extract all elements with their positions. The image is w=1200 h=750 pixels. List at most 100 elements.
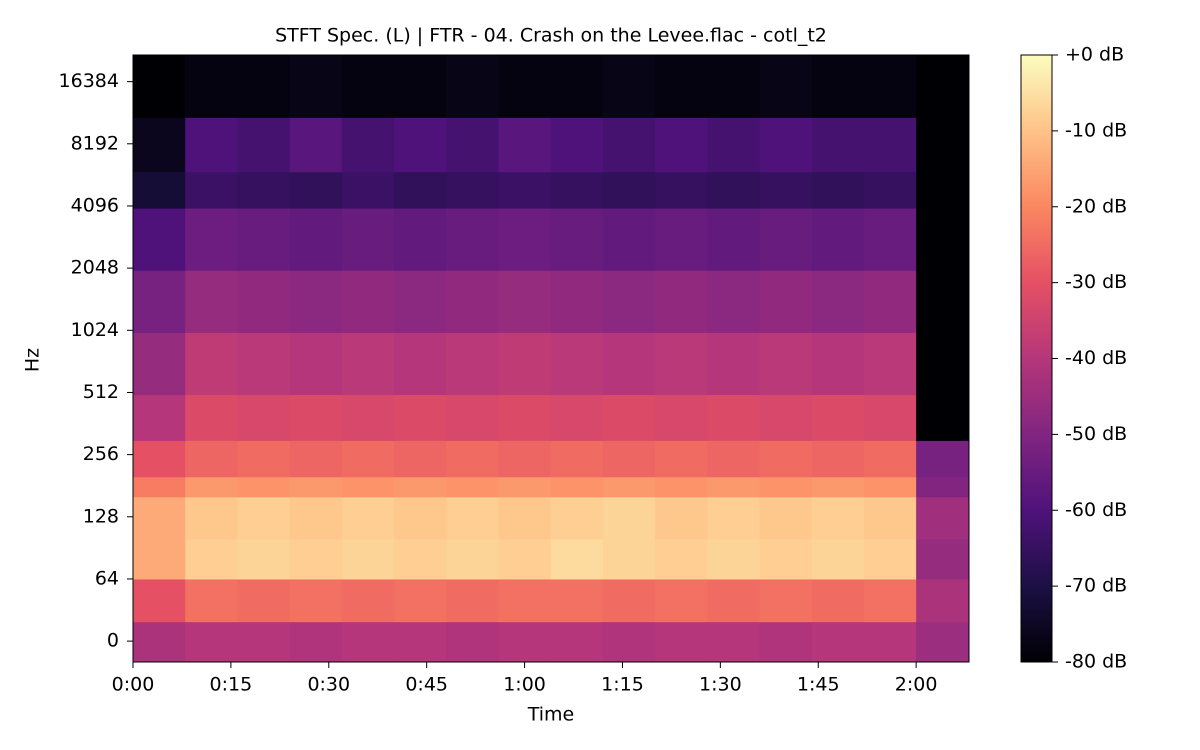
heatmap-cell: [655, 394, 708, 441]
heatmap-cell: [655, 332, 708, 396]
heatmap-cell: [341, 578, 395, 623]
heatmap-cell: [446, 117, 499, 173]
colorbar-tick-label: -80 dB: [1065, 651, 1127, 673]
heatmap-cell: [811, 332, 865, 396]
heatmap-cell: [394, 55, 447, 118]
heatmap-cell: [237, 394, 291, 441]
heatmap-cell: [289, 394, 343, 441]
heatmap-cell: [759, 332, 813, 396]
heatmap-cell: [394, 440, 447, 478]
heatmap-cell: [916, 621, 970, 663]
heatmap-cell: [916, 171, 970, 209]
heatmap-cell: [707, 621, 761, 663]
heatmap-cell: [341, 117, 395, 173]
heatmap-cell: [341, 621, 395, 663]
heatmap-cell: [863, 538, 917, 580]
heatmap-cell: [811, 55, 865, 118]
y-tick-label: 2048: [71, 257, 119, 279]
heatmap-cell: [550, 476, 604, 498]
heatmap-cell: [916, 496, 970, 540]
heatmap-cell: [237, 578, 291, 623]
heatmap-cell: [707, 208, 761, 271]
heatmap-cell: [133, 538, 186, 580]
heatmap-cell: [237, 117, 291, 173]
heatmap-cell: [237, 621, 291, 663]
heatmap-cell: [759, 394, 813, 441]
heatmap-cell: [289, 270, 343, 333]
heatmap-cell: [341, 55, 395, 118]
heatmap-cell: [446, 394, 499, 441]
heatmap-cell: [498, 55, 552, 118]
heatmap-cell: [707, 496, 761, 540]
chart-title: STFT Spec. (L) | FTR - 04. Crash on the …: [275, 25, 827, 47]
heatmap-cell: [811, 270, 865, 333]
heatmap-cell: [185, 538, 238, 580]
heatmap-cell: [185, 440, 238, 478]
heatmap-cell: [133, 394, 186, 441]
heatmap-cell: [707, 440, 761, 478]
heatmap-cell: [707, 538, 761, 580]
heatmap-cell: [185, 332, 238, 396]
colorbar-tick-label: -70 dB: [1065, 575, 1127, 597]
heatmap-cell: [133, 208, 186, 271]
heatmap-cell: [237, 171, 291, 209]
y-tick-label: 1024: [71, 319, 119, 341]
heatmap-cell: [550, 578, 604, 623]
heatmap-cell: [237, 270, 291, 333]
y-tick-label: 64: [95, 567, 119, 589]
heatmap-cell: [446, 171, 499, 209]
x-tick-label: 1:00: [503, 674, 546, 696]
heatmap-cell: [289, 476, 343, 498]
heatmap-cell: [394, 496, 447, 540]
heatmap-cell: [237, 538, 291, 580]
heatmap-cell: [185, 208, 238, 271]
heatmap-cell: [133, 440, 186, 478]
heatmap-cell: [498, 496, 552, 540]
heatmap-cell: [707, 394, 761, 441]
heatmap-cell: [446, 496, 499, 540]
heatmap-cell: [707, 578, 761, 623]
x-tick-label: 0:30: [307, 674, 350, 696]
heatmap-cell: [185, 476, 238, 498]
heatmap-cell: [446, 440, 499, 478]
heatmap-cell: [550, 440, 604, 478]
heatmap-cell: [602, 171, 656, 209]
heatmap-cell: [289, 538, 343, 580]
colorbar-tick-label: +0 dB: [1065, 44, 1124, 66]
heatmap-cell: [550, 332, 604, 396]
heatmap-cell: [759, 117, 813, 173]
colorbar-tick-label: -40 dB: [1065, 347, 1127, 369]
heatmap-cell: [394, 208, 447, 271]
heatmap-cell: [602, 208, 656, 271]
x-tick-label: 1:30: [699, 674, 742, 696]
heatmap-cell: [446, 55, 499, 118]
heatmap-cell: [446, 476, 499, 498]
y-tick-label: 0: [107, 630, 119, 652]
colorbar-tick-label: -30 dB: [1065, 271, 1127, 293]
heatmap-cell: [394, 270, 447, 333]
heatmap-cell: [185, 171, 238, 209]
heatmap-cell: [341, 496, 395, 540]
heatmap-cell: [602, 621, 656, 663]
y-tick-label: 8192: [71, 132, 119, 154]
heatmap-cell: [811, 578, 865, 623]
heatmap-cell: [394, 476, 447, 498]
heatmap-cell: [446, 270, 499, 333]
colorbar-tick-label: -20 dB: [1065, 195, 1127, 217]
heatmap-cell: [863, 117, 917, 173]
heatmap-cell: [759, 578, 813, 623]
heatmap-cell: [185, 270, 238, 333]
heatmap-cell: [602, 538, 656, 580]
heatmap-cell: [655, 496, 708, 540]
heatmap-cell: [550, 394, 604, 441]
heatmap-cell: [498, 270, 552, 333]
heatmap-cell: [863, 621, 917, 663]
heatmap-cell: [759, 270, 813, 333]
heatmap-cell: [237, 332, 291, 396]
heatmap-cell: [759, 538, 813, 580]
heatmap-cell: [289, 332, 343, 396]
heatmap-cell: [811, 496, 865, 540]
heatmap-cell: [133, 171, 186, 209]
heatmap-cell: [863, 476, 917, 498]
